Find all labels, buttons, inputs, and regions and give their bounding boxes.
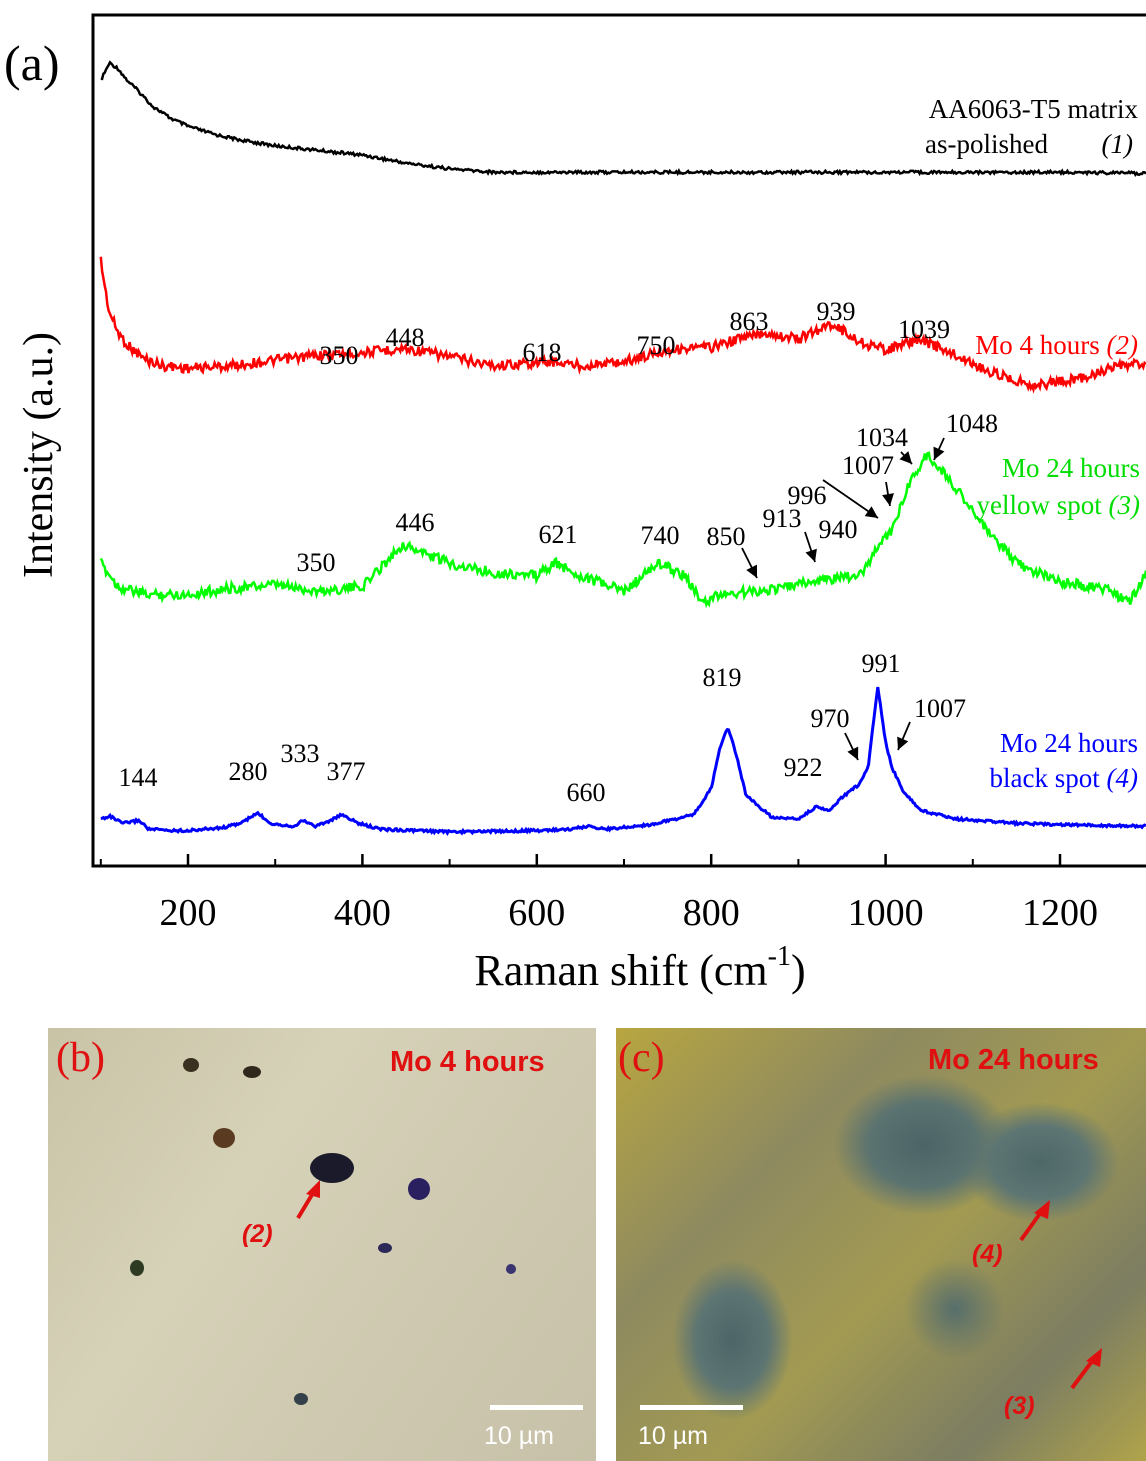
x-tick-label: 200 <box>160 892 217 934</box>
yellow-peak-label: 1034 <box>856 423 908 452</box>
black-peak-label: 280 <box>229 757 268 786</box>
black-peak-label: 819 <box>703 663 742 692</box>
peak-pointer-arrowhead <box>899 451 912 464</box>
black-peak-label: 144 <box>119 763 158 792</box>
legend-entry-2: Mo 4 hours (2) <box>975 330 1138 360</box>
panel-c-label: (c) <box>618 1035 665 1081</box>
micrograph-panel-b: (b) Mo 4 hours (2) 10 µm <box>48 1028 596 1461</box>
peak-pointer-arrowhead <box>882 493 894 506</box>
panel-b-label: (b) <box>56 1035 105 1081</box>
black-peak-label: 922 <box>784 753 823 782</box>
y-axis-label: Intensity (a.u.) <box>16 332 62 578</box>
x-axis-ticks: 200 400 600 800 1000 1200 <box>99 854 1098 934</box>
yellow-peak-label: 446 <box>396 508 435 537</box>
x-tick-label: 800 <box>683 892 740 934</box>
panel-b-scale-bar <box>490 1405 583 1410</box>
x-tick-label: 1000 <box>848 892 924 934</box>
panel-c-marker-3: (3) <box>1004 1392 1035 1420</box>
black-peak-label: 660 <box>567 778 606 807</box>
legend-entry-4: black spot (4) <box>990 763 1138 793</box>
black-peak-label: 377 <box>327 757 366 786</box>
series-line-3 <box>99 451 1146 609</box>
spot-dark <box>183 1058 199 1072</box>
yellow-peak-label: 740 <box>641 521 680 550</box>
x-tick-label: 400 <box>334 892 391 934</box>
legend-index-1: (1) <box>1102 129 1133 159</box>
annotation-layer: 350 448 618 750 863 939 1039 350 446 621 740 850 913… <box>119 297 999 807</box>
peak-pointer-arrowhead <box>746 564 757 578</box>
series-layer <box>99 60 1146 837</box>
spot-dark <box>378 1243 392 1253</box>
plot-border <box>91 13 1146 868</box>
panel-c-arrows <box>1019 1200 1102 1390</box>
panel-b-marker-2: (2) <box>242 1220 273 1248</box>
black-peak-label: 970 <box>811 704 850 733</box>
peak-pointer-arrowhead <box>864 506 878 518</box>
yellow-peak-label: 1048 <box>946 409 998 438</box>
legend-entry-1: AA6063-T5 matrix <box>929 94 1139 124</box>
plot-frame <box>91 13 1146 868</box>
yellow-peak-label: 850 <box>707 522 746 551</box>
spot-dark <box>130 1260 144 1276</box>
peak-pointer-arrowhead <box>847 746 859 760</box>
series-line-4 <box>100 686 1146 837</box>
spot-dark <box>506 1264 516 1274</box>
yellow-peak-label: 940 <box>819 515 858 544</box>
yellow-peak-label: 621 <box>539 520 578 549</box>
spot-dark <box>294 1393 308 1405</box>
panel-b-scale-label: 10 µm <box>484 1422 554 1450</box>
panel-c-title: Mo 24 hours <box>928 1044 1099 1076</box>
x-axis-label-main: Raman shift (cm <box>474 946 767 995</box>
panel-b-title: Mo 4 hours <box>390 1046 545 1078</box>
legend-index-2: (2) <box>1107 330 1138 360</box>
panel-c-scale-bar <box>640 1405 743 1410</box>
panel-c-marker-4: (4) <box>972 1240 1003 1268</box>
peak-pointer-arrowhead <box>805 548 817 562</box>
legend-entry-3: yellow spot (3) <box>977 490 1140 520</box>
black-peak-label: 333 <box>281 739 320 768</box>
x-tick-label: 600 <box>508 892 565 934</box>
black-peak-label: 1007 <box>914 694 966 723</box>
mo4-peak-label: 750 <box>637 331 676 360</box>
mo4-peak-label: 863 <box>730 307 769 336</box>
panel-c-scale-label: 10 µm <box>638 1422 708 1450</box>
mo4-peak-label: 1039 <box>898 315 950 344</box>
spot-dark <box>310 1153 354 1183</box>
legend-entry-3: Mo 24 hours <box>1002 453 1140 483</box>
spot-dark <box>408 1178 430 1200</box>
legend-entry-1: as-polished <box>925 129 1048 159</box>
x-tick-label: 1200 <box>1022 892 1098 934</box>
spot-dark <box>243 1066 261 1078</box>
peak-pointer-arrowhead <box>897 736 909 750</box>
mo4-peak-label: 939 <box>817 297 856 326</box>
mo4-peak-label: 448 <box>386 323 425 352</box>
panel-b-arrow <box>296 1180 320 1220</box>
yellow-peak-label: 996 <box>788 481 827 510</box>
raman-chart: (a) 200 400 600 800 1000 1200 AA6063-T5 matri… <box>4 13 1146 995</box>
legend-index-3: (3) <box>1109 490 1140 520</box>
yellow-peak-label: 913 <box>763 504 802 533</box>
mo4-peak-label: 618 <box>523 338 562 367</box>
mo4-peak-label: 350 <box>320 341 359 370</box>
series-line-2 <box>99 256 1146 394</box>
spot-dark <box>213 1128 235 1148</box>
yellow-peak-label: 350 <box>297 548 336 577</box>
legend-entry-4: Mo 24 hours <box>1000 728 1138 758</box>
black-peak-label: 991 <box>862 649 901 678</box>
legend-index-4: (4) <box>1107 763 1138 793</box>
x-axis-label-close: ) <box>791 946 806 995</box>
x-axis-label: Raman shift (cm-1) <box>474 941 805 995</box>
series-line-1 <box>100 60 1146 178</box>
panel-a-label: (a) <box>4 35 60 91</box>
micrograph-panel-c: (c) Mo 24 hours (4) (3) 10 µm <box>616 1028 1146 1461</box>
legend-layer: AA6063-T5 matrix as-polished (1) Mo 4 hours… <box>925 94 1140 793</box>
x-axis-label-superscript: -1 <box>768 941 791 972</box>
peak-pointer-arrowhead <box>933 446 945 460</box>
yellow-peak-label: 1007 <box>842 451 894 480</box>
